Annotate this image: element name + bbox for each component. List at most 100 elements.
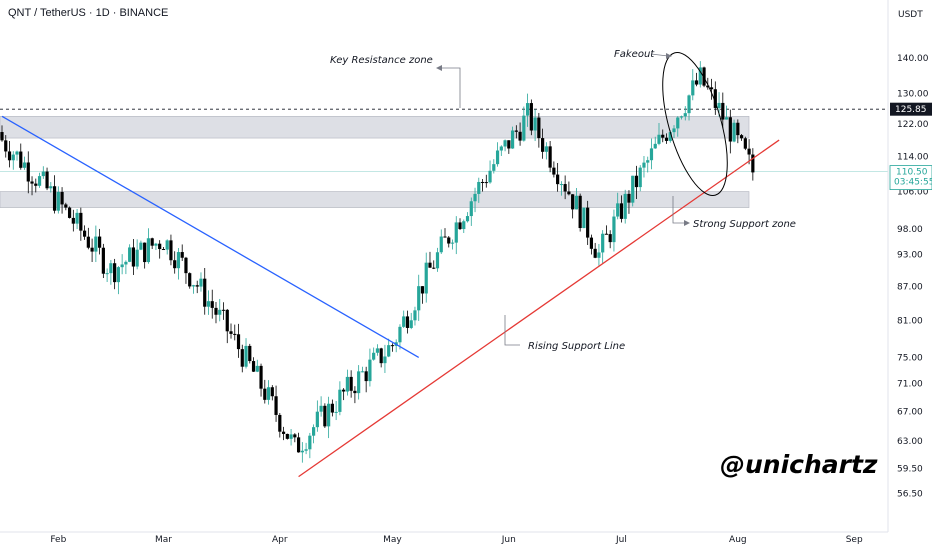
- descending-trendline: [1, 115, 420, 359]
- strong-support-label: Strong Support zone: [693, 219, 796, 230]
- candle-bullish: [683, 113, 687, 117]
- candle-bearish: [323, 405, 327, 427]
- candle-bearish: [432, 267, 436, 269]
- candle-bearish: [101, 247, 105, 274]
- candle-bearish: [593, 248, 597, 258]
- candle-bearish: [210, 301, 214, 308]
- candle-bullish: [128, 247, 132, 262]
- candle-bearish: [484, 182, 488, 184]
- candle-bullish: [473, 193, 477, 202]
- candle-bullish: [679, 116, 684, 118]
- price-tick-label: 122.00: [897, 120, 929, 130]
- time-axis[interactable]: Feb Mar Apr May Jun Jul Aug Sep: [50, 535, 863, 545]
- candle-bullish: [612, 216, 616, 243]
- candle-bullish: [22, 162, 27, 168]
- price-tick-label: 56.50: [897, 489, 923, 499]
- candle-bearish: [270, 387, 274, 397]
- support-arrowhead: [684, 220, 690, 226]
- price-tick-label: 81.00: [897, 317, 923, 327]
- candle-bearish: [233, 333, 237, 335]
- candle-bullish: [368, 359, 372, 382]
- time-tick-label: Aug: [729, 535, 747, 545]
- candle-bullish: [206, 301, 211, 307]
- candle-bearish: [713, 89, 717, 108]
- candle-bearish: [52, 186, 57, 211]
- candle-bearish: [743, 138, 747, 149]
- candle-bearish: [161, 249, 166, 251]
- candle-bullish: [623, 193, 627, 219]
- candle-bullish: [465, 216, 470, 222]
- candle-bullish: [454, 222, 458, 243]
- candle-bearish: [390, 345, 395, 347]
- support-arrow: [672, 196, 686, 224]
- candle-bearish: [67, 207, 72, 218]
- candle-bearish: [113, 263, 117, 283]
- candle-bearish: [98, 236, 102, 248]
- candle-bullish: [649, 148, 654, 161]
- candle-bullish: [15, 151, 19, 155]
- candle-bullish: [499, 146, 503, 151]
- candle-bullish: [417, 286, 421, 311]
- candle-bearish: [721, 102, 725, 120]
- candle-bearish: [278, 414, 282, 432]
- candle-bearish: [541, 138, 545, 152]
- candle-bearish: [34, 183, 38, 186]
- rising-support-label: Rising Support Line: [528, 341, 625, 352]
- candle-bullish: [308, 435, 312, 450]
- candle-bullish: [124, 261, 128, 265]
- resistance-arrow: [442, 67, 461, 108]
- candle-bearish: [537, 117, 541, 139]
- candle-bearish: [214, 307, 218, 315]
- candle-bearish: [664, 137, 669, 141]
- candle-bullish: [717, 102, 721, 108]
- candle-bullish: [75, 212, 79, 224]
- candle-bullish: [360, 371, 365, 373]
- candle-bearish: [709, 87, 714, 90]
- candle-bearish: [379, 348, 383, 364]
- candle-bearish: [586, 207, 590, 238]
- time-tick-label: Mar: [155, 535, 172, 545]
- price-tick-label: 98.00: [897, 225, 923, 235]
- candle-bullish: [199, 278, 203, 287]
- candle-bearish: [556, 174, 560, 185]
- candle-bullish: [687, 95, 691, 114]
- candle-bullish: [191, 285, 196, 287]
- candle-bearish: [353, 390, 357, 394]
- candle-bullish: [315, 411, 319, 428]
- time-tick-label: Apr: [272, 535, 288, 545]
- candle-bullish: [672, 128, 676, 133]
- candle-bullish: [657, 134, 661, 144]
- candle-bearish: [293, 434, 297, 438]
- candle-bullish: [266, 387, 271, 400]
- price-tick-label: 93.00: [897, 250, 923, 260]
- candle-bearish: [589, 237, 594, 249]
- candle-bullish: [135, 249, 139, 267]
- candle-bearish: [661, 134, 665, 138]
- candle-bullish: [327, 403, 331, 427]
- fakeout-ellipse: [662, 52, 728, 196]
- candle-bullish: [698, 67, 702, 85]
- candle-bearish: [747, 148, 751, 155]
- price-tick-label: 67.00: [897, 408, 923, 418]
- candle-bearish: [563, 184, 567, 192]
- price-axis[interactable]: 140.00 130.00 122.00 114.00 106.00 98.00 93.00…: [897, 54, 929, 499]
- candle-bearish: [4, 140, 8, 152]
- candle-bullish: [676, 117, 680, 129]
- candle-bearish: [619, 203, 624, 219]
- candle-bullish: [218, 309, 222, 315]
- candle-bearish: [447, 237, 451, 244]
- candle-bearish: [728, 117, 732, 142]
- candle-bullish: [289, 434, 293, 439]
- candle-bearish: [296, 437, 301, 453]
- candle-bullish: [345, 376, 349, 392]
- candle-bullish: [525, 103, 530, 116]
- time-tick-label: Jul: [615, 535, 627, 545]
- candle-bullish: [165, 240, 169, 250]
- candle-bullish: [139, 242, 143, 250]
- time-tick-label: Jun: [501, 535, 516, 545]
- resistance-arrowhead: [436, 65, 442, 71]
- candle-bearish: [30, 181, 34, 184]
- candle-bullish: [601, 233, 605, 253]
